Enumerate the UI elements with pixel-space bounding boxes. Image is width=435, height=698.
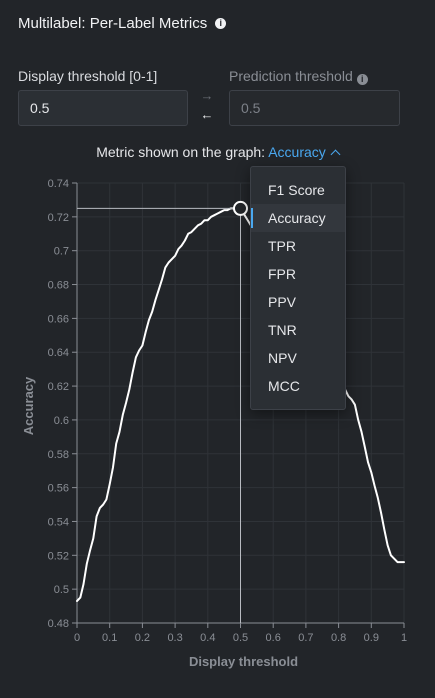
y-tick-label: 0.66 [48, 313, 69, 325]
y-tick-label: 0.72 [48, 212, 69, 224]
dropdown-option-mcc[interactable]: MCC [268, 378, 300, 394]
x-tick-label: 0.6 [266, 632, 281, 644]
y-tick-label: 0.58 [48, 449, 69, 461]
arrow-left-icon[interactable]: ← [200, 107, 214, 122]
panel-title: Multilabel: Per-Label Metrics [18, 15, 208, 32]
x-tick-label: 0.4 [200, 632, 215, 644]
y-tick-label: 0.7 [54, 246, 69, 258]
metric-selector-row: Metric shown on the graph: Accuracy [0, 144, 435, 160]
metric-selector-value[interactable]: Accuracy [268, 144, 326, 160]
x-tick-label: 1 [401, 632, 407, 644]
y-tick-label: 0.52 [48, 550, 69, 562]
dropdown-option-npv[interactable]: NPV [268, 350, 297, 366]
x-tick-label: 0.1 [102, 632, 117, 644]
sync-arrows[interactable]: → ← [198, 86, 216, 124]
display-threshold-label: Display threshold [0-1] [18, 68, 158, 84]
metric-selector-prefix: Metric shown on the graph: [96, 144, 266, 160]
y-tick-label: 0.5 [54, 584, 69, 596]
prediction-threshold-label: Prediction threshold [229, 68, 353, 84]
arrow-right-icon: → [200, 88, 214, 103]
prediction-threshold-label-row: Prediction threshold i [229, 68, 368, 85]
y-axis-label: Accuracy [21, 376, 36, 435]
dropdown-option-fpr[interactable]: FPR [268, 266, 296, 282]
x-tick-label: 0.7 [298, 632, 313, 644]
metric-selector-toggle[interactable]: Accuracy [268, 144, 341, 160]
prediction-threshold-input: 0.5 [229, 90, 400, 126]
y-tick-label: 0.6 [54, 415, 69, 427]
x-tick-label: 0.3 [167, 632, 182, 644]
dropdown-option-tnr[interactable]: TNR [268, 322, 297, 338]
x-tick-label: 0.2 [135, 632, 150, 644]
y-tick-label: 0.68 [48, 280, 69, 292]
x-tick-label: 0.8 [331, 632, 346, 644]
x-axis-label: Display threshold [189, 654, 298, 669]
y-tick-label: 0.64 [48, 347, 69, 359]
dropdown-option-ppv[interactable]: PPV [268, 294, 297, 310]
y-tick-label: 0.54 [48, 516, 69, 528]
x-tick-label: 0 [74, 632, 80, 644]
y-tick-label: 0.74 [48, 178, 69, 190]
y-tick-label: 0.48 [48, 618, 69, 630]
info-icon[interactable]: i [215, 18, 227, 29]
y-tick-label: 0.56 [48, 483, 69, 495]
dropdown-option-f1-score[interactable]: F1 Score [268, 182, 325, 198]
dropdown-option-accuracy[interactable]: Accuracy [251, 204, 345, 232]
dropdown-option-tpr[interactable]: TPR [268, 238, 296, 254]
threshold-marker [233, 200, 248, 216]
metric-dropdown[interactable]: F1 Score Accuracy TPR FPR PPV TNR NPV MCC [250, 166, 346, 410]
accuracy-series-line [76, 207, 405, 602]
y-tick-label: 0.62 [48, 381, 69, 393]
panel-title-row: Multilabel: Per-Label Metrics i [18, 15, 227, 32]
x-tick-label: 0.9 [364, 632, 379, 644]
x-tick-label: 0.5 [233, 632, 248, 644]
info-icon[interactable]: i [356, 74, 368, 85]
display-threshold-input[interactable]: 0.5 [18, 90, 188, 126]
